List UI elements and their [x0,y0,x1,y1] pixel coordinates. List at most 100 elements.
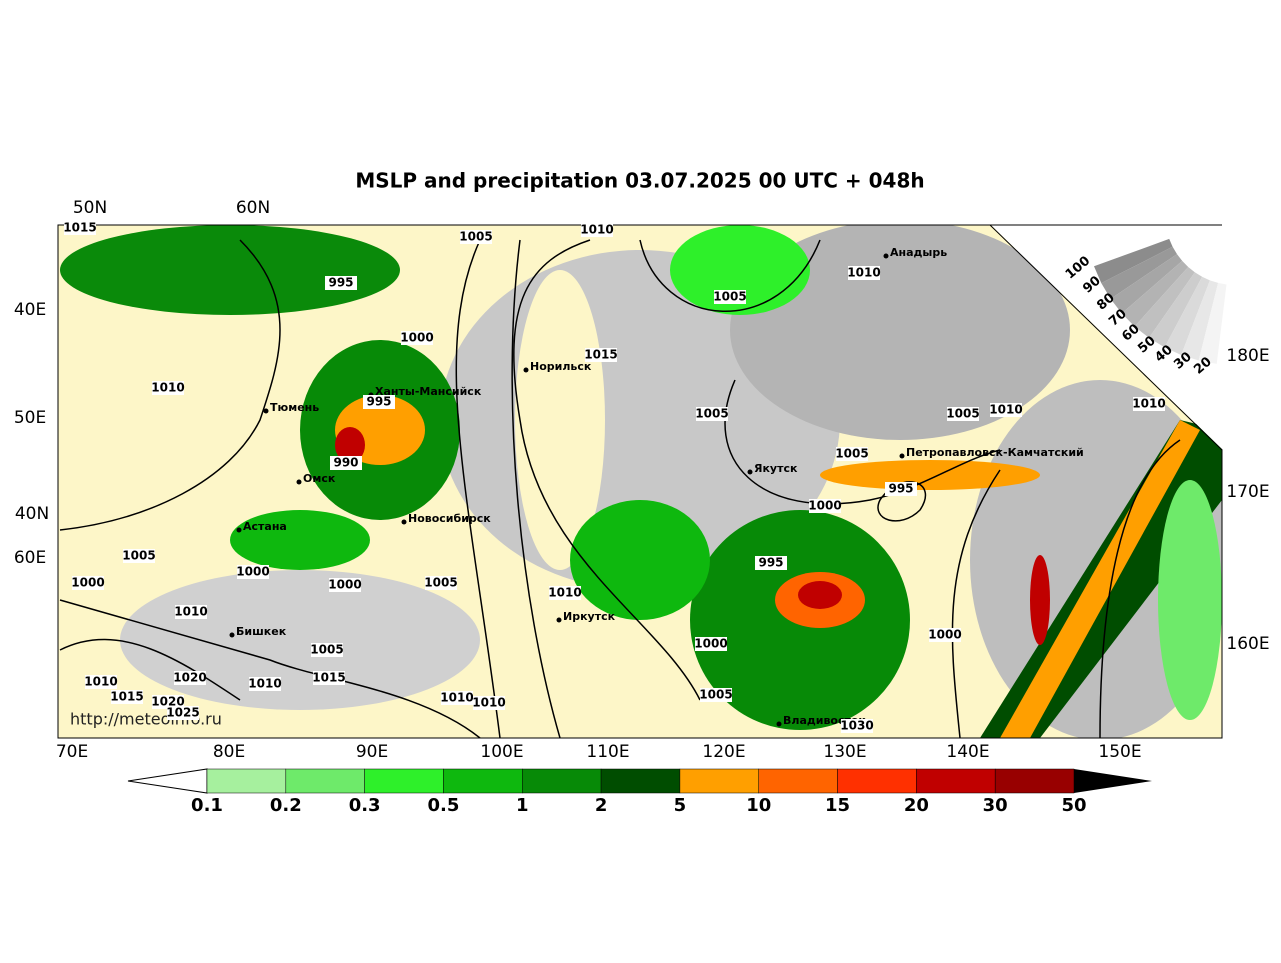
colorbar-label: 0.2 [270,795,302,816]
isobar-label: 1010 [472,696,505,710]
colorbar-label: 10 [746,795,771,816]
isobar-label-bg [990,403,1022,417]
lon-label: 150E [1098,742,1141,762]
colorbar-swatch [600,768,681,794]
colorbar-label: 2 [595,795,608,816]
colorbar-label: 0.1 [191,795,223,816]
isobar-label-bg [836,447,868,461]
cloud-scale-band [1164,276,1210,355]
cloud-scale-band [1181,280,1219,361]
isobar-label: 995 [888,482,913,496]
isobar-label-bg [585,348,617,362]
isobar-label-bg [696,407,728,421]
isobar-label: 1000 [694,637,727,651]
colorbar-label: 50 [1061,795,1086,816]
isobar-label-bg [167,706,199,720]
isobar-label-bg [329,578,361,592]
isobar-label: 1010 [1132,397,1165,411]
colorbar-label: 0.3 [349,795,381,816]
isobar-label-bg [313,671,345,685]
city-label: Анадырь [890,246,947,259]
colorbar-label: 30 [983,795,1008,816]
isobar-label: 1015 [63,221,96,235]
lon-label: 90E [356,742,388,762]
colorbar-label: 5 [674,795,687,816]
city-label: Ханты-Мансийск [375,385,482,398]
city-label: Иркутск [563,610,616,623]
isobar-label: 1005 [424,576,457,590]
colorbar-label: 0.5 [428,795,460,816]
isobar-label: 1010 [248,677,281,691]
cloud-scale-band [1149,272,1203,348]
isobar-label: 1010 [847,266,880,280]
city-label: Астана [243,520,287,533]
isobar-label-bg [549,586,581,600]
isobar-label: 995 [758,556,783,570]
isobar-label: 990 [333,456,358,470]
isobar-label-bg [72,576,104,590]
city-dot [229,632,235,638]
isobar-label: 1000 [928,628,961,642]
colorbar-swatch [285,768,365,794]
isobar-label-bg [755,556,787,570]
lat-label: 60N [236,198,270,218]
right-label: 180E [1226,346,1269,366]
isobar-label-bg [64,221,96,235]
lon-label: 70E [56,742,88,762]
isobar-label: 1010 [440,691,473,705]
city-label: Тюмень [270,401,319,414]
map-field [58,225,1222,738]
left-label: 40N [15,504,49,524]
isobar-label-bg [311,643,343,657]
cloud-scale-band [1121,260,1189,327]
colorbar-swatch [522,768,602,794]
colorbar-swatch [758,768,838,794]
colorbar-low-end [127,768,208,794]
isobar-label-bg [947,407,979,421]
cloud-scale-band [1198,282,1227,364]
city-dot [776,721,782,727]
isobar-label: 1000 [71,576,104,590]
isobar-label: 1005 [699,688,732,702]
isobar-label-bg [473,696,505,710]
isobar-label-bg [175,605,207,619]
cloud-scale-band [1094,238,1173,284]
cloud-scale-band [1101,246,1177,299]
title: MSLP and precipitation 03.07.2025 00 UTC… [355,169,924,193]
colorbar-swatch [994,768,1075,794]
isobar-label: 1030 [840,719,873,733]
isobar-label: 1005 [695,407,728,421]
lon-label: 120E [702,742,745,762]
isobar-label-bg [848,266,880,280]
cloud-scale-band [1134,267,1195,338]
isobar-label: 1005 [122,549,155,563]
colorbar-swatch [443,768,523,794]
cloud-scale-band [1110,254,1183,314]
city-label: Бишкек [236,625,287,638]
isobar-label: 995 [328,276,353,290]
left-label: 60E [14,548,46,568]
isobar-label-bg [460,230,492,244]
isobar-label: 1005 [946,407,979,421]
isobar-label: 1000 [236,565,269,579]
isobar-label-bg [401,331,433,345]
isobar-label-bg [363,395,395,409]
colorbar-swatch [916,768,996,794]
city-dot [747,469,753,475]
isobar-label-bg [885,482,917,496]
isobar-label-bg [695,637,727,651]
right-label: 170E [1226,482,1269,502]
colorbar-label: 15 [825,795,850,816]
city-dot [899,453,905,459]
city-label: Якутск [754,462,798,475]
isobar-label: 1010 [548,586,581,600]
city-dot [263,408,269,414]
city-label: Новосибирск [408,512,491,525]
colorbar-swatch [679,768,759,794]
isobar-label-bg [123,549,155,563]
lon-label: 100E [480,742,523,762]
isobar-label-bg [152,695,184,709]
isobar-label: 1005 [713,290,746,304]
isobar-label: 1020 [173,671,206,685]
